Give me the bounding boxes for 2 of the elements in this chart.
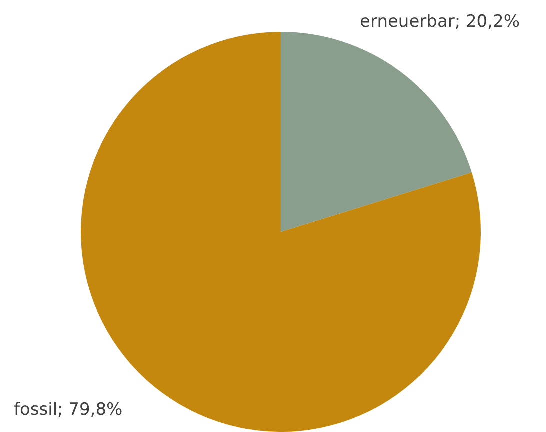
slice-label: fossil; 79,8% xyxy=(14,400,123,420)
slice-label: erneuerbar; 20,2% xyxy=(360,12,520,32)
